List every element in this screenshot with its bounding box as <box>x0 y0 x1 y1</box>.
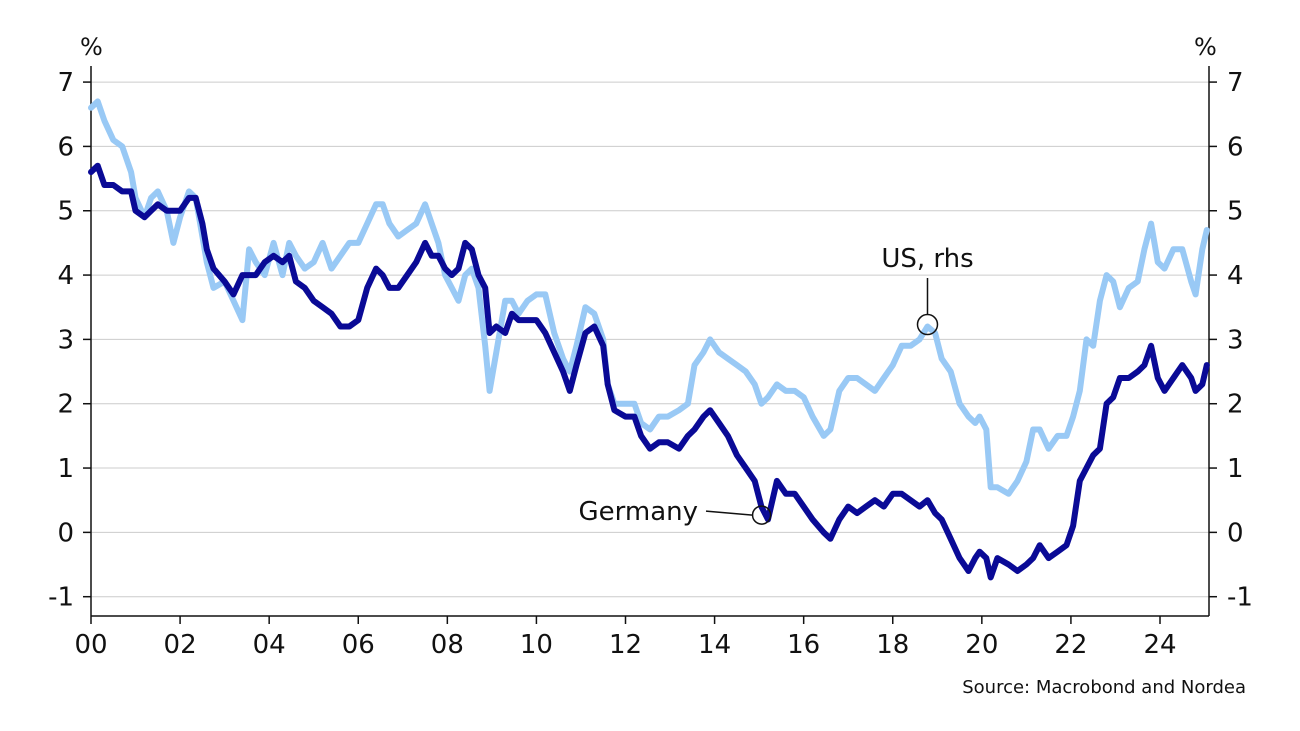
y-tick-label-left: 2 <box>57 390 74 420</box>
y-tick-label-right: 0 <box>1227 518 1244 548</box>
x-tick-label: 02 <box>164 630 197 660</box>
y-tick-label-right: 5 <box>1227 197 1244 227</box>
right-y-tick-labels: -1 0 1 2 3 4 5 6 7 <box>1227 68 1253 613</box>
x-tick-label: 00 <box>74 630 107 660</box>
y-tick-label-left: 5 <box>57 197 74 227</box>
y-tick-label-right: 1 <box>1227 454 1244 484</box>
y-tick-label-left: 0 <box>57 518 74 548</box>
series-line-germany <box>88 162 1210 581</box>
y-tick-label-right: 7 <box>1227 68 1244 98</box>
axes <box>83 66 1217 624</box>
x-tick-label: 08 <box>431 630 464 660</box>
x-tick-label: 12 <box>609 630 642 660</box>
y-tick-label-left: 3 <box>57 325 74 355</box>
x-tick-label: 10 <box>520 630 553 660</box>
x-tick-label: 16 <box>787 630 820 660</box>
y-tick-label-left: 7 <box>57 68 74 98</box>
y-tick-label-right: -1 <box>1227 583 1253 613</box>
y-tick-label-right: 6 <box>1227 132 1244 162</box>
y-tick-label-left: -1 <box>48 583 74 613</box>
left-y-tick-labels: -1 0 1 2 3 4 5 6 7 <box>48 68 74 613</box>
gridlines <box>91 81 1209 598</box>
annotations: US, rhs Germany <box>578 244 973 527</box>
y-tick-label-right: 2 <box>1227 390 1244 420</box>
y-tick-label-left: 6 <box>57 132 74 162</box>
x-tick-label: 06 <box>342 630 375 660</box>
x-tick-labels: 00 02 04 06 08 10 12 14 16 18 20 22 24 <box>74 630 1176 660</box>
annotation-label-germany: Germany <box>578 497 698 527</box>
y-tick-label-left: 4 <box>57 261 74 291</box>
x-tick-label: 04 <box>253 630 286 660</box>
x-tick-label: 22 <box>1054 630 1087 660</box>
left-unit-label: % <box>80 33 103 61</box>
annotation-leader-germany <box>705 510 753 516</box>
y-tick-label-left: 1 <box>57 454 74 484</box>
right-unit-label: % <box>1194 33 1217 61</box>
x-tick-label: 14 <box>698 630 731 660</box>
x-tick-label: 24 <box>1143 630 1176 660</box>
series-line-us-rhs <box>88 98 1210 497</box>
y-tick-label-right: 3 <box>1227 325 1244 355</box>
annotation-label-us: US, rhs <box>881 244 973 274</box>
source-note: Source: Macrobond and Nordea <box>962 677 1246 698</box>
y-tick-label-right: 4 <box>1227 261 1244 291</box>
x-tick-label: 20 <box>965 630 998 660</box>
series-lines <box>88 98 1210 581</box>
x-tick-label: 18 <box>876 630 909 660</box>
